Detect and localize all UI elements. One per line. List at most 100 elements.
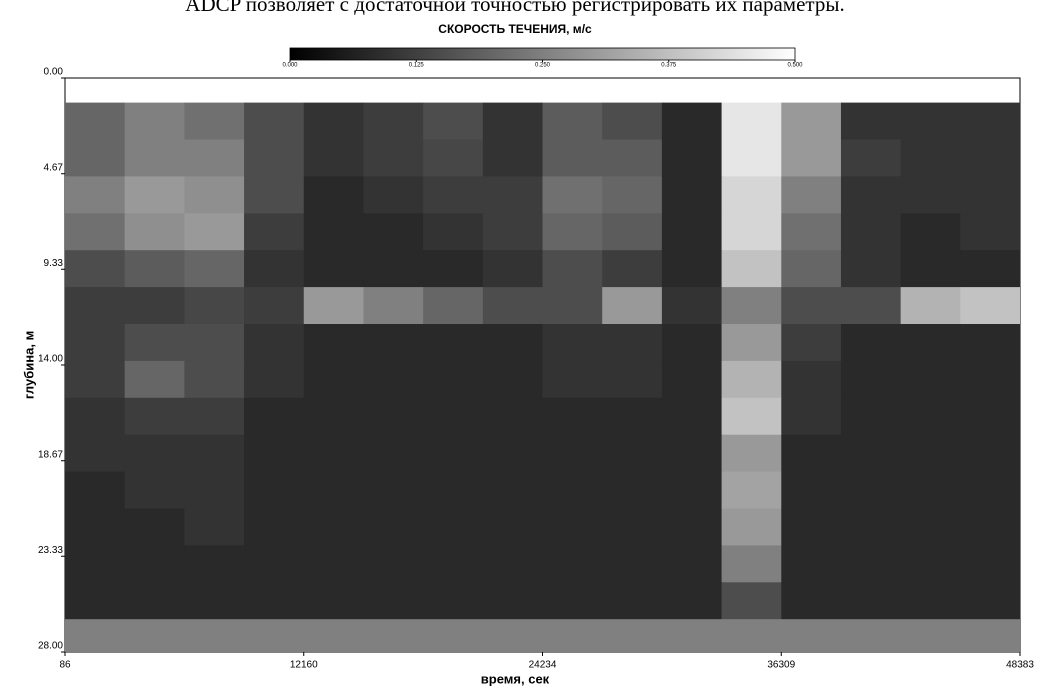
- heatmap-cell: [901, 435, 961, 472]
- heatmap-cell: [125, 213, 185, 250]
- heatmap-cell: [841, 324, 901, 361]
- heatmap-cell: [602, 361, 662, 398]
- x-tick-label: 86: [59, 660, 71, 671]
- heatmap-cell: [65, 176, 125, 213]
- heatmap-cell: [184, 582, 244, 619]
- heatmap-cell: [244, 287, 304, 324]
- heatmap-cell: [781, 619, 841, 656]
- heatmap-cell: [423, 324, 483, 361]
- heatmap-cell: [363, 287, 423, 324]
- heatmap-cell: [244, 509, 304, 546]
- colorbar-tick-label: 0.500: [787, 63, 803, 69]
- heatmap-cell: [602, 103, 662, 140]
- heatmap-cell: [960, 361, 1020, 398]
- heatmap-cell: [125, 324, 185, 361]
- heatmap-cell: [184, 324, 244, 361]
- heatmap-cell: [184, 140, 244, 177]
- heatmap-cell: [244, 435, 304, 472]
- heatmap-cell: [960, 545, 1020, 582]
- heatmap-cell: [125, 361, 185, 398]
- heatmap-cell: [543, 619, 603, 656]
- heatmap-cell: [781, 140, 841, 177]
- heatmap-cell: [304, 324, 364, 361]
- heatmap-cell: [423, 213, 483, 250]
- heatmap-cell: [184, 176, 244, 213]
- heatmap-cell: [901, 398, 961, 435]
- heatmap-cell: [363, 472, 423, 509]
- heatmap-cell: [423, 287, 483, 324]
- heatmap-cell: [184, 435, 244, 472]
- heatmap-cell: [423, 472, 483, 509]
- heatmap-cell: [543, 140, 603, 177]
- heatmap-cell: [722, 619, 782, 656]
- heatmap-cell: [960, 324, 1020, 361]
- heatmap-cell: [244, 176, 304, 213]
- heatmap-cell: [65, 435, 125, 472]
- heatmap-cell: [781, 509, 841, 546]
- heatmap-cell: [184, 619, 244, 656]
- heatmap-cell: [781, 287, 841, 324]
- heatmap-cell: [65, 213, 125, 250]
- heatmap-cell: [125, 545, 185, 582]
- heatmap-cell: [662, 582, 722, 619]
- heatmap-cell: [841, 398, 901, 435]
- chart-title: СКОРОСТЬ ТЕЧЕНИЯ, м/с: [438, 22, 592, 36]
- heatmap-cell: [901, 545, 961, 582]
- heatmap-cell: [543, 103, 603, 140]
- heatmap-cell: [602, 398, 662, 435]
- heatmap-cell: [901, 582, 961, 619]
- heatmap-cell: [841, 140, 901, 177]
- heatmap-cell: [244, 545, 304, 582]
- heatmap-cell: [662, 250, 722, 287]
- x-tick-label: 12160: [290, 660, 318, 671]
- heatmap-cell: [65, 398, 125, 435]
- heatmap-cell: [184, 361, 244, 398]
- heatmap-cell: [65, 545, 125, 582]
- heatmap-cell: [662, 287, 722, 324]
- heatmap-cell: [304, 213, 364, 250]
- heatmap-cell: [65, 103, 125, 140]
- heatmap-cell: [483, 103, 543, 140]
- heatmap-cell: [543, 582, 603, 619]
- heatmap-cell: [722, 213, 782, 250]
- heatmap-cell: [901, 361, 961, 398]
- heatmap-cell: [602, 582, 662, 619]
- x-axis-label: время, сек: [481, 671, 550, 686]
- heatmap-cell: [363, 435, 423, 472]
- heatmap-cell: [543, 176, 603, 213]
- heatmap-cell: [602, 509, 662, 546]
- y-tick-label: 9.33: [44, 258, 64, 269]
- y-tick-label: 18.67: [38, 449, 63, 460]
- x-tick-label: 24234: [529, 660, 557, 671]
- heatmap-cell: [363, 250, 423, 287]
- heatmap-cell: [901, 509, 961, 546]
- heatmap-cell: [841, 103, 901, 140]
- heatmap-cell: [841, 250, 901, 287]
- heatmap-cell: [125, 619, 185, 656]
- heatmap-cell: [781, 545, 841, 582]
- heatmap-cell: [662, 398, 722, 435]
- heatmap-cell: [960, 176, 1020, 213]
- heatmap-cell: [662, 472, 722, 509]
- heatmap-cell: [543, 213, 603, 250]
- heatmap-cell: [841, 545, 901, 582]
- heatmap-cell: [65, 361, 125, 398]
- y-tick-label: 14.00: [38, 354, 63, 365]
- heatmap-cell: [901, 250, 961, 287]
- heatmap-cell: [662, 213, 722, 250]
- heatmap-cell: [543, 361, 603, 398]
- heatmap-cell: [423, 619, 483, 656]
- heatmap-cell: [244, 213, 304, 250]
- heatmap-cell: [722, 324, 782, 361]
- heatmap-cell: [304, 435, 364, 472]
- heatmap-cell: [304, 140, 364, 177]
- heatmap-cell: [901, 287, 961, 324]
- heatmap-cell: [184, 398, 244, 435]
- heatmap-cell: [304, 619, 364, 656]
- heatmap-cell: [960, 435, 1020, 472]
- heatmap-cell: [125, 176, 185, 213]
- heatmap-cell: [65, 324, 125, 361]
- heatmap-cell: [483, 545, 543, 582]
- heatmap-cell: [662, 103, 722, 140]
- heatmap-cell: [543, 250, 603, 287]
